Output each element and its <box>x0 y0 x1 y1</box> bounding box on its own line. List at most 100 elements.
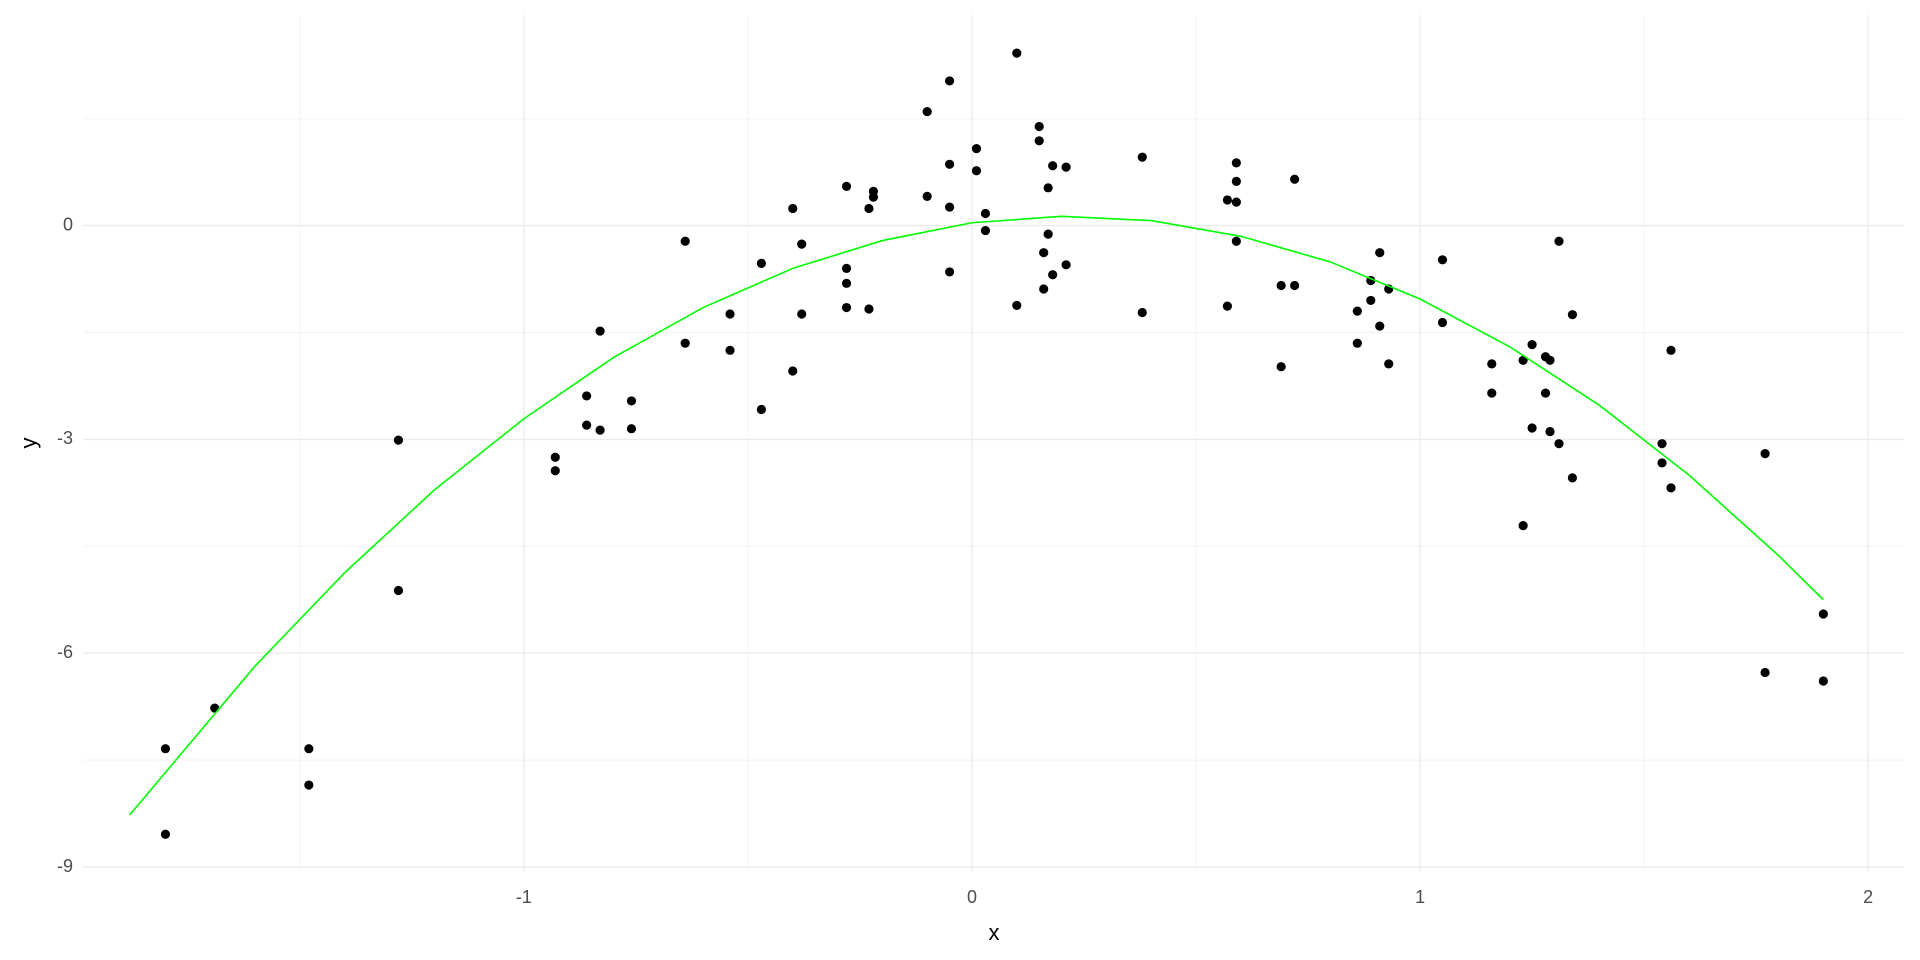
point <box>1518 355 1528 365</box>
y-axis-title: y <box>16 438 41 449</box>
x-tick-label: 1 <box>1415 887 1425 907</box>
point <box>595 326 605 336</box>
point <box>1545 355 1555 365</box>
point <box>841 181 852 191</box>
point <box>1540 388 1551 398</box>
point <box>756 404 766 415</box>
point <box>1290 280 1300 291</box>
point <box>582 420 592 430</box>
point <box>1567 310 1578 320</box>
point <box>980 208 991 219</box>
point <box>1039 284 1049 294</box>
point <box>1290 174 1300 184</box>
point <box>841 302 852 313</box>
point <box>725 309 735 319</box>
point <box>304 780 314 790</box>
point <box>160 829 171 839</box>
x-axis-title: x <box>989 920 1000 945</box>
point <box>393 435 404 445</box>
point <box>1375 248 1385 258</box>
point <box>1231 158 1241 168</box>
point <box>1818 609 1828 619</box>
point <box>1384 359 1394 369</box>
point <box>393 585 404 596</box>
y-tick-label: 0 <box>63 214 73 234</box>
point <box>1518 521 1528 531</box>
point <box>1487 359 1497 369</box>
point <box>980 225 991 236</box>
point <box>1222 195 1232 205</box>
point <box>1760 449 1770 459</box>
y-tick-label: -3 <box>57 428 73 448</box>
point <box>841 263 852 273</box>
x-tick-label: 2 <box>1863 887 1873 907</box>
point <box>1527 423 1537 433</box>
point <box>1061 162 1071 172</box>
point <box>1043 229 1053 239</box>
point <box>1061 260 1071 270</box>
point <box>922 191 932 201</box>
point <box>971 166 982 176</box>
point <box>1666 345 1676 355</box>
point <box>868 192 879 202</box>
point <box>1276 280 1286 291</box>
point <box>1231 176 1241 187</box>
point <box>550 466 560 476</box>
point <box>1012 48 1022 58</box>
point <box>1437 255 1448 265</box>
point <box>1657 458 1667 468</box>
point <box>1276 362 1286 372</box>
point <box>944 202 955 212</box>
point <box>756 258 766 268</box>
point <box>1352 338 1362 348</box>
point <box>944 159 955 169</box>
point <box>841 278 852 288</box>
point <box>971 144 982 154</box>
point <box>1437 317 1448 328</box>
point <box>550 452 560 462</box>
point <box>1231 236 1241 246</box>
point <box>1222 301 1232 311</box>
point <box>864 304 874 314</box>
point <box>1760 667 1770 678</box>
point <box>1366 295 1376 306</box>
point <box>864 203 874 214</box>
point <box>922 106 932 117</box>
y-tick-label: -9 <box>57 856 73 876</box>
point <box>797 239 807 249</box>
point <box>626 424 637 434</box>
point <box>160 744 171 754</box>
point <box>1554 236 1564 246</box>
fit-line <box>128 215 1824 816</box>
point <box>1043 183 1053 193</box>
point <box>788 203 798 214</box>
point <box>1048 270 1058 280</box>
x-tick-label: 0 <box>967 887 977 907</box>
point <box>1545 426 1555 437</box>
point <box>1034 121 1044 132</box>
point <box>1818 676 1828 686</box>
point <box>626 396 637 406</box>
y-tick-label: -6 <box>57 642 73 662</box>
point <box>1012 300 1022 311</box>
point <box>1487 388 1497 398</box>
point <box>1567 473 1578 483</box>
point <box>797 309 807 319</box>
point <box>304 744 314 754</box>
point <box>1137 152 1147 162</box>
point <box>1657 439 1667 449</box>
point <box>680 236 690 246</box>
point <box>1048 161 1058 171</box>
point <box>788 366 798 376</box>
point <box>725 345 735 355</box>
point <box>1375 321 1385 331</box>
point <box>582 391 592 401</box>
point <box>1231 197 1241 207</box>
point <box>1034 136 1044 146</box>
point <box>1039 248 1049 258</box>
point <box>944 76 955 86</box>
point <box>944 267 955 277</box>
point <box>1527 340 1537 350</box>
point <box>1666 483 1676 493</box>
